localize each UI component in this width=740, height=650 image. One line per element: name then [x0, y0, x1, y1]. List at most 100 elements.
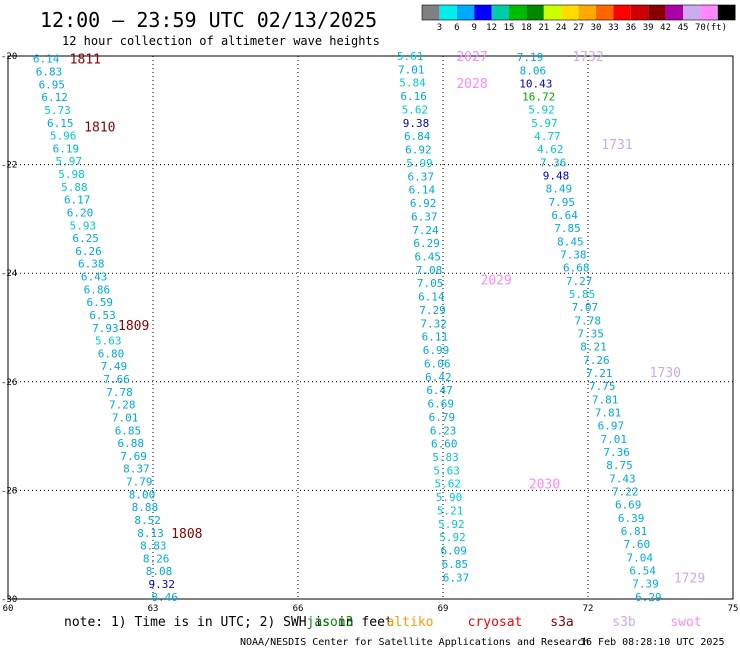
- legend-label: 27: [573, 23, 584, 33]
- wave-height-value: 8.45: [557, 235, 584, 248]
- pass-number-label: 2029: [481, 274, 512, 289]
- wave-height-value: 7.01: [398, 63, 425, 76]
- wave-height-value: 6.85: [115, 424, 142, 437]
- satellite-label-s3b: s3b: [612, 615, 636, 630]
- y-tick-label: -22: [1, 161, 17, 171]
- wave-height-value: 6.37: [407, 170, 434, 183]
- wave-height-value: 7.75: [589, 380, 616, 393]
- wave-height-value: 5.85: [569, 288, 596, 301]
- wave-height-value: 5.99: [406, 157, 433, 170]
- wave-height-value: 5.92: [528, 104, 555, 117]
- wave-height-value: 7.66: [103, 373, 130, 386]
- legend-label: 9: [471, 23, 476, 33]
- wave-height-value: 8.13: [137, 527, 164, 540]
- map-frame: [7, 55, 734, 600]
- wave-height-value: 6.59: [87, 296, 114, 309]
- wave-height-value: 8.52: [134, 514, 161, 527]
- y-axis-ticks: -20 -22 -24 -26 -28 -30: [1, 52, 17, 605]
- wave-height-value: 6.20: [67, 206, 94, 219]
- wave-height-value: 6.99: [423, 344, 450, 357]
- legend-label: 45: [678, 23, 689, 33]
- wave-height-value: 5.98: [58, 168, 85, 181]
- footer-timestamp: 16 Feb 08:28:10 UTC 2025: [580, 637, 725, 648]
- wave-height-value: 6.80: [98, 347, 125, 360]
- x-axis-ticks: 60 63 66 69 72 75: [3, 604, 739, 614]
- track-swot: 5.617.015.846.165.629.386.846.925.996.37…: [397, 50, 560, 584]
- wave-height-value: 6.69: [427, 398, 454, 411]
- wave-height-value: 8.75: [606, 459, 633, 472]
- wave-height-value: 5.61: [397, 50, 424, 63]
- wave-height-value: 7.93: [92, 322, 119, 335]
- wave-height-value: 8.06: [520, 64, 547, 77]
- wave-height-value: 7.81: [595, 407, 622, 420]
- pass-number-label: 2030: [529, 477, 560, 492]
- legend-swatch: [474, 5, 492, 20]
- wave-height-value: 8.21: [580, 341, 607, 354]
- wave-height-value: 8.26: [143, 552, 170, 565]
- wave-height-value: 7.79: [126, 476, 153, 489]
- pass-number-label: 1810: [84, 121, 115, 136]
- wave-height-value: 9.38: [403, 117, 430, 130]
- wave-height-value: 6.97: [598, 420, 625, 433]
- wave-height-value: 6.11: [422, 331, 449, 344]
- wave-height-value: 6.23: [430, 424, 457, 437]
- wave-height-value: 5.63: [95, 335, 122, 348]
- wave-height-value: 5.21: [437, 504, 464, 517]
- wave-height-value: 7.78: [106, 386, 133, 399]
- wave-height-value: 8.00: [129, 488, 156, 501]
- wave-height-value: 6.37: [443, 571, 470, 584]
- legend-label: 15: [504, 23, 515, 33]
- wave-height-value: 6.19: [53, 142, 80, 155]
- track-s3b: 7.198.0610.4316.725.925.974.774.627.369.…: [517, 50, 705, 604]
- legend-swatch: [578, 5, 596, 20]
- wave-height-value: 6.68: [563, 262, 590, 275]
- legend-label: 39: [643, 23, 654, 33]
- wave-height-value: 6.85: [442, 558, 469, 571]
- wave-height-value: 7.08: [416, 264, 443, 277]
- pass-number-label: 1809: [118, 319, 149, 334]
- legend-label: 33: [608, 23, 619, 33]
- wave-height-value: 6.84: [404, 130, 431, 143]
- wave-height-value: 7.04: [627, 551, 654, 564]
- wave-height-value: 5.83: [432, 451, 459, 464]
- wave-height-value: 4.77: [534, 130, 561, 143]
- wave-height-value: 8.49: [546, 183, 573, 196]
- wave-height-value: 7.38: [560, 249, 587, 262]
- legend-swatch: [543, 5, 562, 20]
- wave-height-value: 6.29: [413, 237, 440, 250]
- wave-height-value: 7.60: [624, 538, 651, 551]
- wave-height-value: 6.81: [621, 525, 648, 538]
- wave-height-value: 8.08: [146, 565, 173, 578]
- x-tick-label: 69: [438, 604, 449, 614]
- pass-number-label: 1731: [601, 138, 632, 153]
- wave-height-value: 5.90: [436, 491, 463, 504]
- wave-height-value: 6.16: [400, 90, 427, 103]
- legend-swatch: [526, 5, 544, 20]
- wave-height-value: 6.26: [75, 245, 102, 258]
- wave-height-value: 6.15: [47, 117, 74, 130]
- legend-unit: (ft): [705, 23, 727, 33]
- altimeter-tracks: 6.146.836.956.125.736.155.966.195.975.98…: [33, 50, 705, 604]
- wave-height-value: 7.43: [609, 472, 636, 485]
- wave-height-value: 7.39: [632, 578, 659, 591]
- wave-height-value: 7.05: [417, 277, 444, 290]
- x-tick-label: 66: [293, 604, 304, 614]
- satellite-label-jason3: jason3: [307, 615, 354, 630]
- wave-height-value: 6.38: [78, 258, 105, 271]
- wave-height-value: 9.48: [543, 170, 570, 183]
- wave-height-value: 6.43: [81, 271, 108, 284]
- wave-height-value: 5.97: [55, 155, 82, 168]
- legend-label: 42: [660, 23, 671, 33]
- legend-label: 30: [591, 23, 602, 33]
- legend-border: [421, 4, 736, 21]
- wave-height-value: 5.97: [531, 117, 558, 130]
- wave-height-value: 7.36: [603, 446, 630, 459]
- pass-number-label: 1808: [171, 527, 202, 542]
- wave-height-value: 7.95: [549, 196, 576, 209]
- pass-number-label: 1730: [650, 366, 681, 381]
- footer-credit: NOAA/NESDIS Center for Satellite Applica…: [240, 637, 589, 648]
- wave-height-value: 7.19: [517, 51, 544, 64]
- wave-height-value: 8.46: [151, 591, 178, 604]
